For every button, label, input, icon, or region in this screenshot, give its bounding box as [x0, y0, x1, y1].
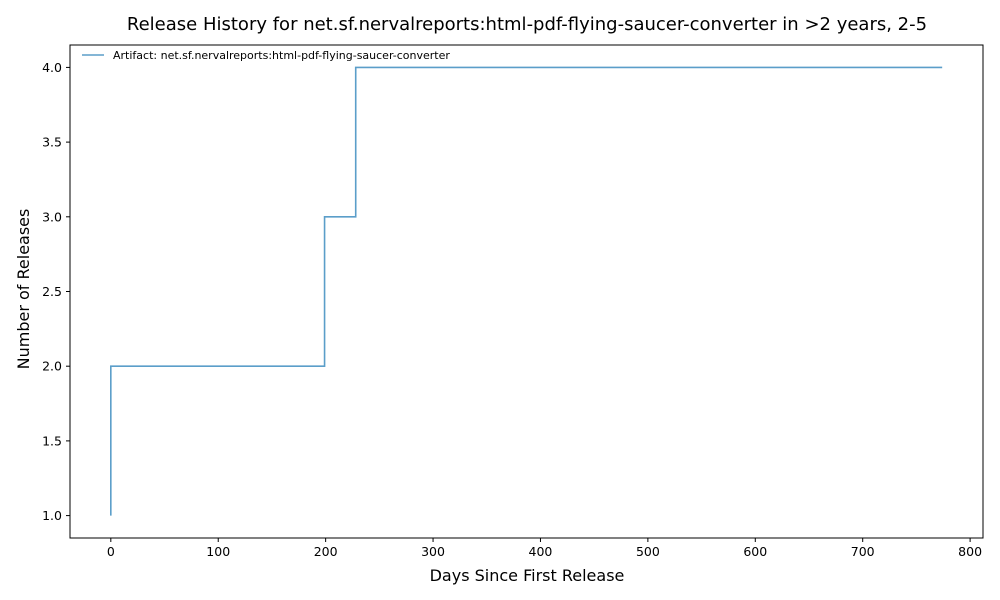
y-tick-label: 2.5	[42, 284, 62, 299]
y-tick-label: 3.5	[42, 135, 62, 150]
series-line	[110, 66, 943, 516]
y-tick-label: 4.0	[42, 60, 62, 75]
x-tick-label: 200	[314, 544, 338, 559]
plot-frame	[69, 44, 984, 539]
x-tick-label: 300	[421, 544, 445, 559]
x-tick-label: 500	[636, 544, 660, 559]
y-tick-label: 3.0	[42, 209, 62, 224]
chart-title: Release History for net.sf.nervalreports…	[127, 14, 927, 35]
x-axis-label: Days Since First Release	[430, 566, 625, 585]
legend-entry: Artifact: net.sf.nervalreports:html-pdf-…	[113, 49, 450, 62]
y-tick-label: 2.0	[42, 359, 62, 374]
x-tick-label: 400	[529, 544, 553, 559]
y-tick-label: 1.0	[42, 508, 62, 523]
y-tick-label: 1.5	[42, 433, 62, 448]
y-axis-label: Number of Releases	[14, 209, 33, 370]
plot-area: 0 100 200 300 400 500 600 700 800 1.0 1.5 2.0 2.5 3.0…	[42, 44, 984, 559]
x-tick-label: 800	[958, 544, 982, 559]
x-tick-label: 100	[206, 544, 230, 559]
x-tick-label: 700	[851, 544, 875, 559]
x-tick-label: 0	[107, 544, 115, 559]
x-tick-label: 600	[743, 544, 767, 559]
